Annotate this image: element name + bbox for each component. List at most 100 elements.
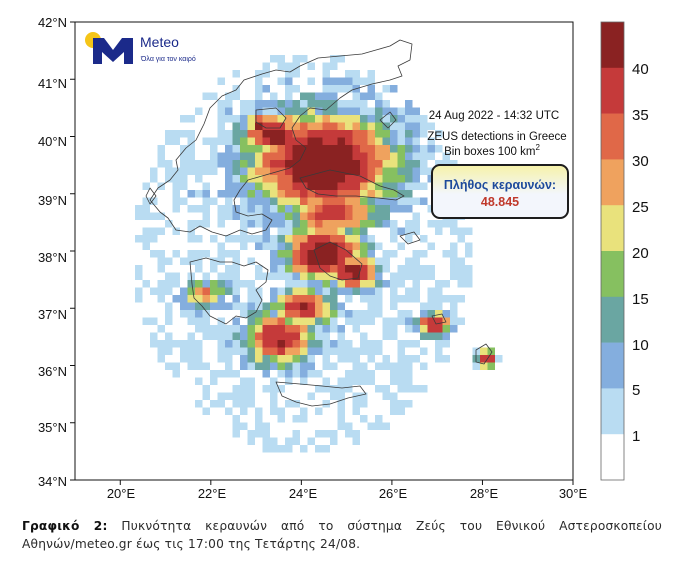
density-cell [420,302,428,310]
density-cell [195,347,203,355]
figure-caption: Γραφικό 2: Πυκνότητα κεραυνών από το σύσ… [22,517,662,553]
density-cell [292,190,300,198]
density-cell [300,370,308,378]
density-cell [337,182,345,190]
density-cell [150,340,158,348]
density-cell [247,122,255,130]
density-cell [270,302,278,310]
density-cell [247,430,255,438]
density-cell [360,212,368,220]
density-cell [315,317,323,325]
density-cell [307,287,315,295]
density-cell [165,362,173,370]
density-cell [375,265,383,273]
density-cell [390,295,398,303]
density-cell [360,400,368,408]
density-cell [240,190,248,198]
density-cell [322,265,330,273]
counter-value: 48.845 [481,195,519,209]
density-cell [397,340,405,348]
density-cell [292,107,300,115]
density-cell [330,430,338,438]
density-cell [232,415,240,423]
density-cell [322,317,330,325]
density-cell [187,355,195,363]
density-cell [457,235,465,243]
density-cell [225,175,233,183]
density-cell [292,257,300,265]
density-cell [240,107,248,115]
density-cell [210,332,218,340]
density-cell [247,295,255,303]
density-cell [292,250,300,258]
density-cell [420,332,428,340]
density-cell [262,355,270,363]
density-cell [390,175,398,183]
density-cell [225,370,233,378]
density-cell [225,272,233,280]
density-cell [300,257,308,265]
density-cell [330,302,338,310]
density-cell [307,227,315,235]
density-cell [277,310,285,318]
density-cell [397,197,405,205]
density-cell [382,392,390,400]
lat-label: 35°N [38,420,67,435]
density-cell [247,160,255,168]
density-cell [420,235,428,243]
density-cell [345,70,353,78]
density-cell [202,302,210,310]
density-cell [375,115,383,123]
density-cell [420,362,428,370]
density-cell [247,385,255,393]
density-cell [172,197,180,205]
density-cell [435,302,443,310]
density-cell [255,430,263,438]
density-cell [172,250,180,258]
density-cell [427,325,435,333]
density-cell [337,422,345,430]
density-cell [337,152,345,160]
colorbar-tick-label: 25 [632,199,649,216]
density-cell [232,287,240,295]
density-cell [405,115,413,123]
density-cell [180,295,188,303]
density-cell [435,332,443,340]
density-cell [232,167,240,175]
density-cell [255,295,263,303]
density-cell [397,280,405,288]
density-cell [345,422,353,430]
density-cell [292,100,300,108]
density-cell [210,137,218,145]
density-cell [307,280,315,288]
density-cell [345,317,353,325]
density-cell [412,385,420,393]
density-cell [315,92,323,100]
density-cell [420,122,428,130]
density-cell [300,265,308,273]
axis-ticks [70,21,574,485]
density-cell [240,175,248,183]
density-cell [180,145,188,153]
density-cell [435,287,443,295]
density-cell [405,362,413,370]
density-cell [300,197,308,205]
density-cell [202,220,210,228]
density-cell [285,235,293,243]
density-cell [307,182,315,190]
density-cell [300,100,308,108]
density-cell [247,212,255,220]
density-cell [217,302,225,310]
density-cell [420,145,428,153]
bin-text: Bin boxes 100 km2 [444,143,540,158]
density-cell [405,197,413,205]
density-cell [255,115,263,123]
density-cell [247,235,255,243]
meteo-logo: Meteo Όλα για τον καιρό [85,32,196,64]
density-cell [240,235,248,243]
density-cell [330,190,338,198]
density-cell [382,325,390,333]
density-cell [285,190,293,198]
density-cell [270,355,278,363]
density-cell [412,250,420,258]
